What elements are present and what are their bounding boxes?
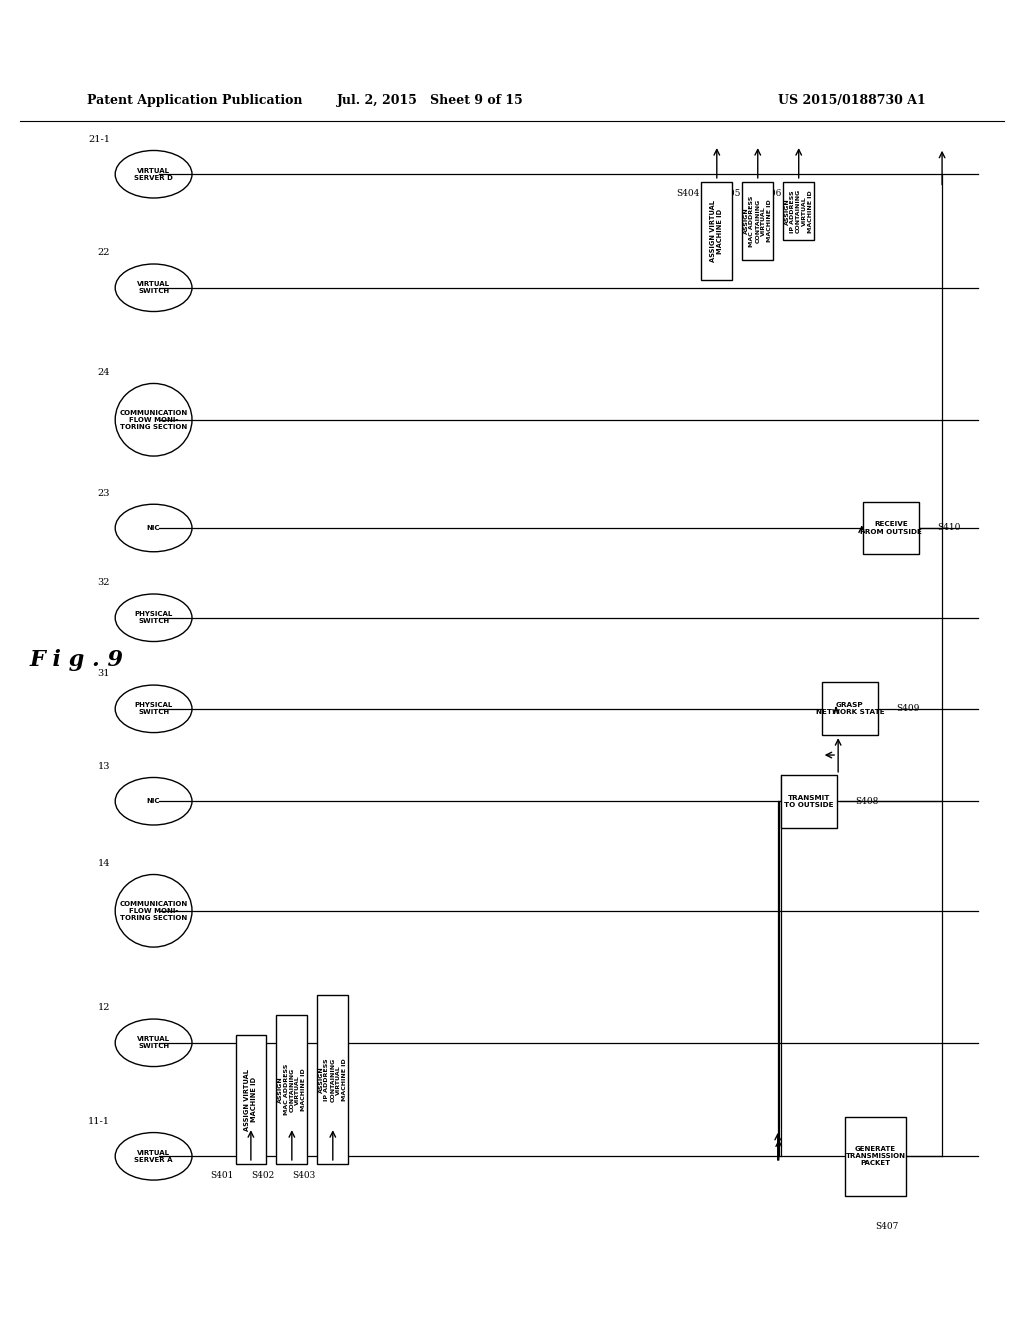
Text: PHYSICAL
SWITCH: PHYSICAL SWITCH: [134, 702, 173, 715]
Text: S410: S410: [938, 524, 961, 532]
Text: ASSIGN
IP ADDRESS
CONTAINING
VIRTUAL
MACHINE ID: ASSIGN IP ADDRESS CONTAINING VIRTUAL MAC…: [784, 189, 813, 234]
Text: VIRTUAL
SWITCH: VIRTUAL SWITCH: [137, 1036, 170, 1049]
Text: GRASP
NETWORK STATE: GRASP NETWORK STATE: [815, 702, 885, 715]
Text: S401: S401: [210, 1171, 233, 1180]
Text: 32: 32: [97, 578, 110, 587]
Text: Jul. 2, 2015   Sheet 9 of 15: Jul. 2, 2015 Sheet 9 of 15: [337, 94, 523, 107]
Text: TRANSMIT
TO OUTSIDE: TRANSMIT TO OUTSIDE: [784, 795, 834, 808]
Bar: [862, 502, 920, 554]
Text: 22: 22: [97, 248, 110, 257]
Text: S408: S408: [856, 797, 879, 805]
Text: VIRTUAL
SERVER A: VIRTUAL SERVER A: [134, 1150, 173, 1163]
Text: S405: S405: [717, 189, 740, 198]
Text: COMMUNICATION
FLOW MONI-
TORING SECTION: COMMUNICATION FLOW MONI- TORING SECTION: [120, 409, 187, 430]
Text: VIRTUAL
SERVER D: VIRTUAL SERVER D: [134, 168, 173, 181]
Text: 13: 13: [97, 762, 110, 771]
Text: S403: S403: [292, 1171, 315, 1180]
Text: ASSIGN
MAC ADDRESS
CONTAINING
VIRTUAL
MACHINE ID: ASSIGN MAC ADDRESS CONTAINING VIRTUAL MA…: [278, 1064, 306, 1115]
Text: 12: 12: [97, 1003, 110, 1012]
Text: ASSIGN VIRTUAL
MACHINE ID: ASSIGN VIRTUAL MACHINE ID: [245, 1069, 257, 1130]
Text: Patent Application Publication: Patent Application Publication: [87, 94, 302, 107]
Text: US 2015/0188730 A1: US 2015/0188730 A1: [778, 94, 926, 107]
Text: ASSIGN VIRTUAL
MACHINE ID: ASSIGN VIRTUAL MACHINE ID: [711, 201, 723, 261]
Bar: [781, 775, 838, 828]
Text: S407: S407: [876, 1222, 899, 1232]
Text: 14: 14: [97, 859, 110, 869]
Text: GENERATE
TRANSMISSION
PACKET: GENERATE TRANSMISSION PACKET: [846, 1146, 905, 1167]
Text: NIC: NIC: [146, 799, 161, 804]
Bar: [317, 995, 348, 1164]
Text: 23: 23: [97, 488, 110, 498]
Text: COMMUNICATION
FLOW MONI-
TORING SECTION: COMMUNICATION FLOW MONI- TORING SECTION: [120, 900, 187, 921]
Text: 11-1: 11-1: [88, 1117, 110, 1126]
Text: ASSIGN
MAC ADDRESS
CONTAINING
VIRTUAL
MACHINE ID: ASSIGN MAC ADDRESS CONTAINING VIRTUAL MA…: [743, 195, 772, 247]
Bar: [742, 182, 773, 260]
Text: VIRTUAL
SWITCH: VIRTUAL SWITCH: [137, 281, 170, 294]
Bar: [701, 182, 732, 280]
Text: F i g . 9: F i g . 9: [30, 649, 124, 671]
Text: S406: S406: [758, 189, 781, 198]
Text: ASSIGN
IP ADDRESS
CONTAINING
VIRTUAL
MACHINE ID: ASSIGN IP ADDRESS CONTAINING VIRTUAL MAC…: [318, 1057, 347, 1102]
Bar: [783, 182, 814, 240]
Text: 31: 31: [97, 669, 110, 678]
Text: PHYSICAL
SWITCH: PHYSICAL SWITCH: [134, 611, 173, 624]
Text: 21-1: 21-1: [88, 135, 110, 144]
Bar: [236, 1035, 266, 1164]
Text: 24: 24: [97, 368, 110, 378]
Bar: [276, 1015, 307, 1164]
Bar: [845, 1117, 906, 1196]
Bar: [821, 682, 879, 735]
Text: S404: S404: [676, 189, 699, 198]
Text: S402: S402: [251, 1171, 274, 1180]
Text: S409: S409: [897, 705, 920, 713]
Text: RECEIVE
FROM OUTSIDE: RECEIVE FROM OUTSIDE: [860, 521, 922, 535]
Text: NIC: NIC: [146, 525, 161, 531]
